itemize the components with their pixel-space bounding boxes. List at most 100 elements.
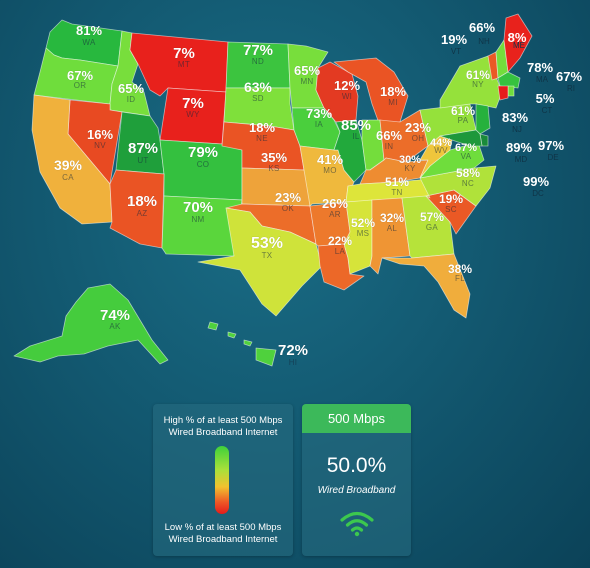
label-pct-dc: 99% [523,174,549,189]
label-abbr-ia: IA [315,120,324,129]
label-abbr-nj: NJ [512,125,522,134]
label-pct-az: 18% [127,193,157,210]
state-ri[interactable] [507,85,515,97]
label-abbr-wa: WA [82,38,96,47]
label-pct-il: 85% [341,117,371,134]
label-abbr-il: IL [352,132,360,141]
label-abbr-va: VA [461,152,472,161]
label-pct-in: 66% [376,128,402,143]
label-pct-nj: 83% [502,110,528,125]
state-shapes [13,13,533,367]
label-pct-va: 67% [455,142,477,154]
label-abbr-or: OR [74,81,87,90]
label-abbr-de: DE [547,153,558,162]
label-pct-la: 22% [328,234,352,248]
label-abbr-wi: WI [342,92,352,101]
label-pct-ga: 57% [420,210,444,224]
label-pct-nh: 66% [469,20,495,35]
label-abbr-pa: PA [458,116,469,125]
label-abbr-mn: MN [300,77,313,86]
label-abbr-co: CO [197,160,210,169]
label-abbr-hi: HI [289,358,298,367]
label-pct-nm: 70% [183,199,213,216]
label-abbr-ct: CT [542,106,553,115]
state-nj[interactable] [475,103,491,135]
state-az[interactable] [109,169,165,249]
label-abbr-vt: VT [451,47,461,56]
state-ny[interactable] [439,55,503,109]
label-abbr-ak: AK [109,322,121,331]
state-ma[interactable] [497,71,521,89]
stat-panel: 500 Mbps 50.0% Wired Broadband [302,404,411,556]
legend-gradient-bar [215,446,229,514]
state-nm[interactable] [161,195,243,257]
label-abbr-ri: RI [567,84,575,93]
label-pct-wi: 12% [334,78,360,93]
label-abbr-wv: WV [434,146,448,155]
label-pct-ak: 74% [100,307,130,324]
label-pct-wa: 81% [76,23,102,38]
label-pct-ut: 87% [128,140,158,157]
state-fl[interactable] [381,253,471,319]
label-abbr-mi: MI [388,98,398,107]
label-abbr-mo: MO [323,166,337,175]
label-pct-nv: 16% [87,127,113,142]
state-il[interactable] [333,119,367,183]
label-pct-mn: 65% [294,63,320,78]
label-abbr-ks: KS [268,164,279,173]
label-abbr-in: IN [385,142,394,151]
state-ca[interactable] [31,94,113,225]
state-nc[interactable] [419,165,497,207]
label-abbr-dc: DC [532,189,544,198]
label-abbr-la: LA [335,247,346,256]
label-abbr-ut: UT [137,156,148,165]
label-abbr-nd: ND [252,57,264,66]
label-pct-ms: 52% [351,216,375,230]
label-pct-me: 8% [508,30,527,45]
label-pct-ks: 35% [261,150,287,165]
label-abbr-ar: AR [329,210,341,219]
state-ak[interactable] [13,283,169,365]
label-pct-sc: 19% [439,192,463,206]
label-abbr-ms: MS [357,229,370,238]
label-pct-sd: 63% [244,79,273,95]
legend-panel: High % of at least 500 Mbps Wired Broadb… [153,404,293,556]
state-ct[interactable] [497,85,509,101]
stat-label: Wired Broadband [317,485,396,496]
label-pct-ia: 73% [306,106,332,121]
label-pct-or: 67% [67,68,93,83]
legend-high-label: High % of at least 500 Mbps Wired Broadb… [163,415,283,438]
label-pct-mt: 7% [173,45,195,62]
stat-value: 50.0% [326,454,387,477]
label-pct-mi: 18% [380,84,406,99]
state-md[interactable] [439,129,483,147]
label-pct-fl: 38% [448,262,472,276]
label-pct-ar: 26% [322,196,348,211]
label-abbr-nh: NH [478,37,490,46]
label-pct-nc: 58% [456,166,480,180]
stat-speed-header: 500 Mbps [302,404,411,433]
label-pct-id: 65% [118,81,144,96]
wifi-icon [340,511,374,537]
label-pct-nd: 77% [243,42,273,59]
label-pct-de: 97% [538,138,564,153]
label-abbr-ga: GA [426,223,439,232]
label-pct-al: 32% [380,211,404,225]
label-abbr-az: AZ [137,209,148,218]
label-abbr-sd: SD [252,94,264,103]
state-tx[interactable] [197,207,323,317]
label-abbr-tx: TX [262,251,273,260]
label-pct-vt: 19% [441,32,467,47]
label-abbr-mt: MT [178,60,190,69]
label-pct-ne: 18% [249,120,275,135]
label-abbr-id: ID [127,95,136,104]
label-abbr-sc: SC [445,205,457,214]
label-pct-ca: 39% [54,157,83,173]
state-hi[interactable] [207,321,277,367]
label-pct-mo: 41% [317,152,343,167]
label-abbr-ky: KY [404,164,416,173]
label-pct-hi: 72% [278,342,308,359]
label-abbr-nv: NV [94,141,106,150]
